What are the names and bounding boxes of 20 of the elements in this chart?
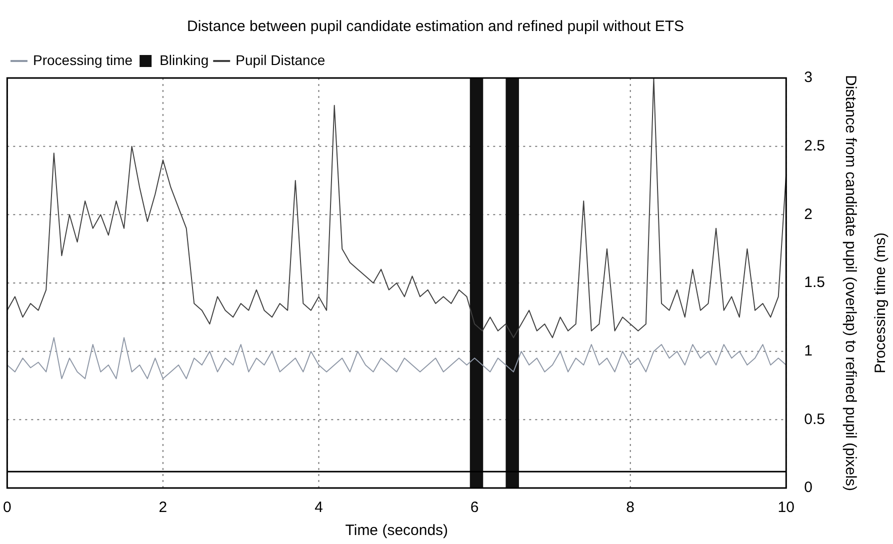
y-tick-label: 3 — [804, 69, 812, 86]
x-tick-label: 2 — [158, 499, 168, 516]
y-tick-label: 1 — [804, 342, 812, 360]
x-tick-label: 6 — [470, 499, 479, 516]
y-tick-label: 2.5 — [804, 137, 826, 154]
y-axis-title: Distance from candidate pupil (overlap) to refined pupil (pixels) — [842, 74, 859, 492]
x-tick-label: 4 — [314, 499, 323, 516]
chart-title: Distance between pupil candidate estimation and refined pupil without ETS — [187, 18, 684, 36]
y2-axis-title: Processing time (ms) — [872, 232, 890, 374]
x-tick-label: 10 — [778, 499, 794, 516]
y-tick-label: 1.5 — [804, 274, 826, 292]
x-axis-title: Time (seconds) — [345, 522, 448, 540]
legend-label: Pupil Distance — [236, 52, 326, 68]
x-tick-label: 8 — [626, 499, 635, 516]
x-tick-label: 0 — [3, 499, 12, 516]
y-tick-label: 2 — [804, 206, 812, 223]
legend-label: Processing time — [33, 52, 133, 68]
legend-label: Blinking — [160, 52, 209, 68]
y-tick-label: 0 — [804, 479, 812, 496]
y-tick-label: 0.5 — [804, 410, 826, 428]
